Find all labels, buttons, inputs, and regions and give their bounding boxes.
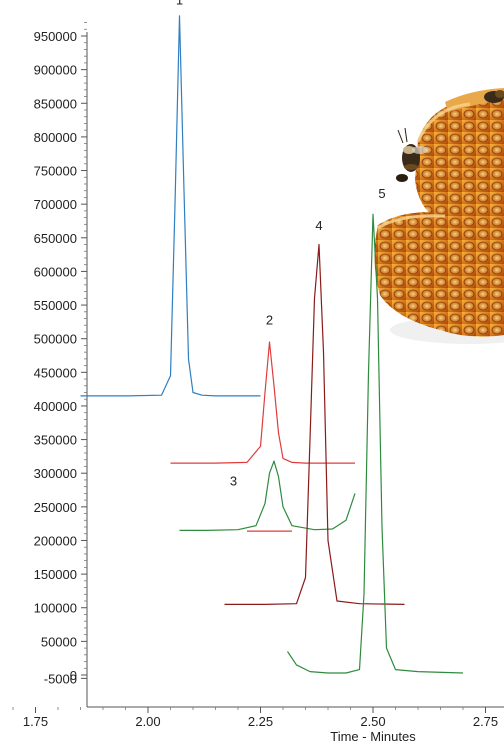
y-tick-label: 550000 <box>34 298 77 313</box>
bee-icon <box>484 90 504 103</box>
trace-1 <box>80 15 261 397</box>
trace-3 <box>179 460 356 532</box>
peak-label: 3 <box>230 473 237 488</box>
trace-2 <box>170 341 355 464</box>
bee-icon <box>396 127 428 182</box>
y-tick-label: 350000 <box>34 433 77 448</box>
x-axis-title: Time - Minutes <box>330 729 416 744</box>
honeycomb-photo <box>374 88 504 344</box>
x-tick-label: 1.75 <box>23 714 48 729</box>
y-tick-label: 100000 <box>34 601 77 616</box>
y-tick-label: 400000 <box>34 399 77 414</box>
y-tick-label: 500000 <box>34 332 77 347</box>
peak-label: 2 <box>266 313 273 328</box>
y-tick-label: 700000 <box>34 197 77 212</box>
chromatogram-traces <box>80 15 464 674</box>
y-axis-ticks: -50000 50000 100000 150000 200000 250000 30000… <box>34 22 87 686</box>
y-tick-label: 600000 <box>34 264 77 279</box>
peak-label: 1 <box>176 0 183 7</box>
y-tick-label: 750000 <box>34 164 77 179</box>
x-tick-label: 2.25 <box>248 714 273 729</box>
y-tick-label: 850000 <box>34 96 77 111</box>
y-tick-label: -5000 <box>44 671 77 686</box>
y-tick-label: 50000 <box>41 634 77 649</box>
peak-label: 5 <box>378 186 385 201</box>
y-tick-label: 200000 <box>34 533 77 548</box>
x-tick-label: 2.75 <box>473 714 498 729</box>
peak-label: 4 <box>315 218 322 233</box>
y-tick-label: 650000 <box>34 231 77 246</box>
y-tick-label: 0 <box>70 668 77 683</box>
y-tick-label: 450000 <box>34 365 77 380</box>
trace-6 <box>287 213 464 674</box>
y-tick-label: 950000 <box>34 29 77 44</box>
trace-5 <box>224 243 405 606</box>
x-tick-label: 2.50 <box>360 714 385 729</box>
peak-labels: 1 2 3 4 5 <box>176 0 386 488</box>
y-tick-label: 250000 <box>34 500 77 515</box>
y-tick-label: 150000 <box>34 567 77 582</box>
y-tick-label: 900000 <box>34 63 77 78</box>
x-axis-ticks: 1.752.002.252.502.753.003.253.50 <box>12 707 498 729</box>
x-tick-label: 2.00 <box>135 714 160 729</box>
y-tick-label: 800000 <box>34 130 77 145</box>
y-tick-label: 300000 <box>34 466 77 481</box>
